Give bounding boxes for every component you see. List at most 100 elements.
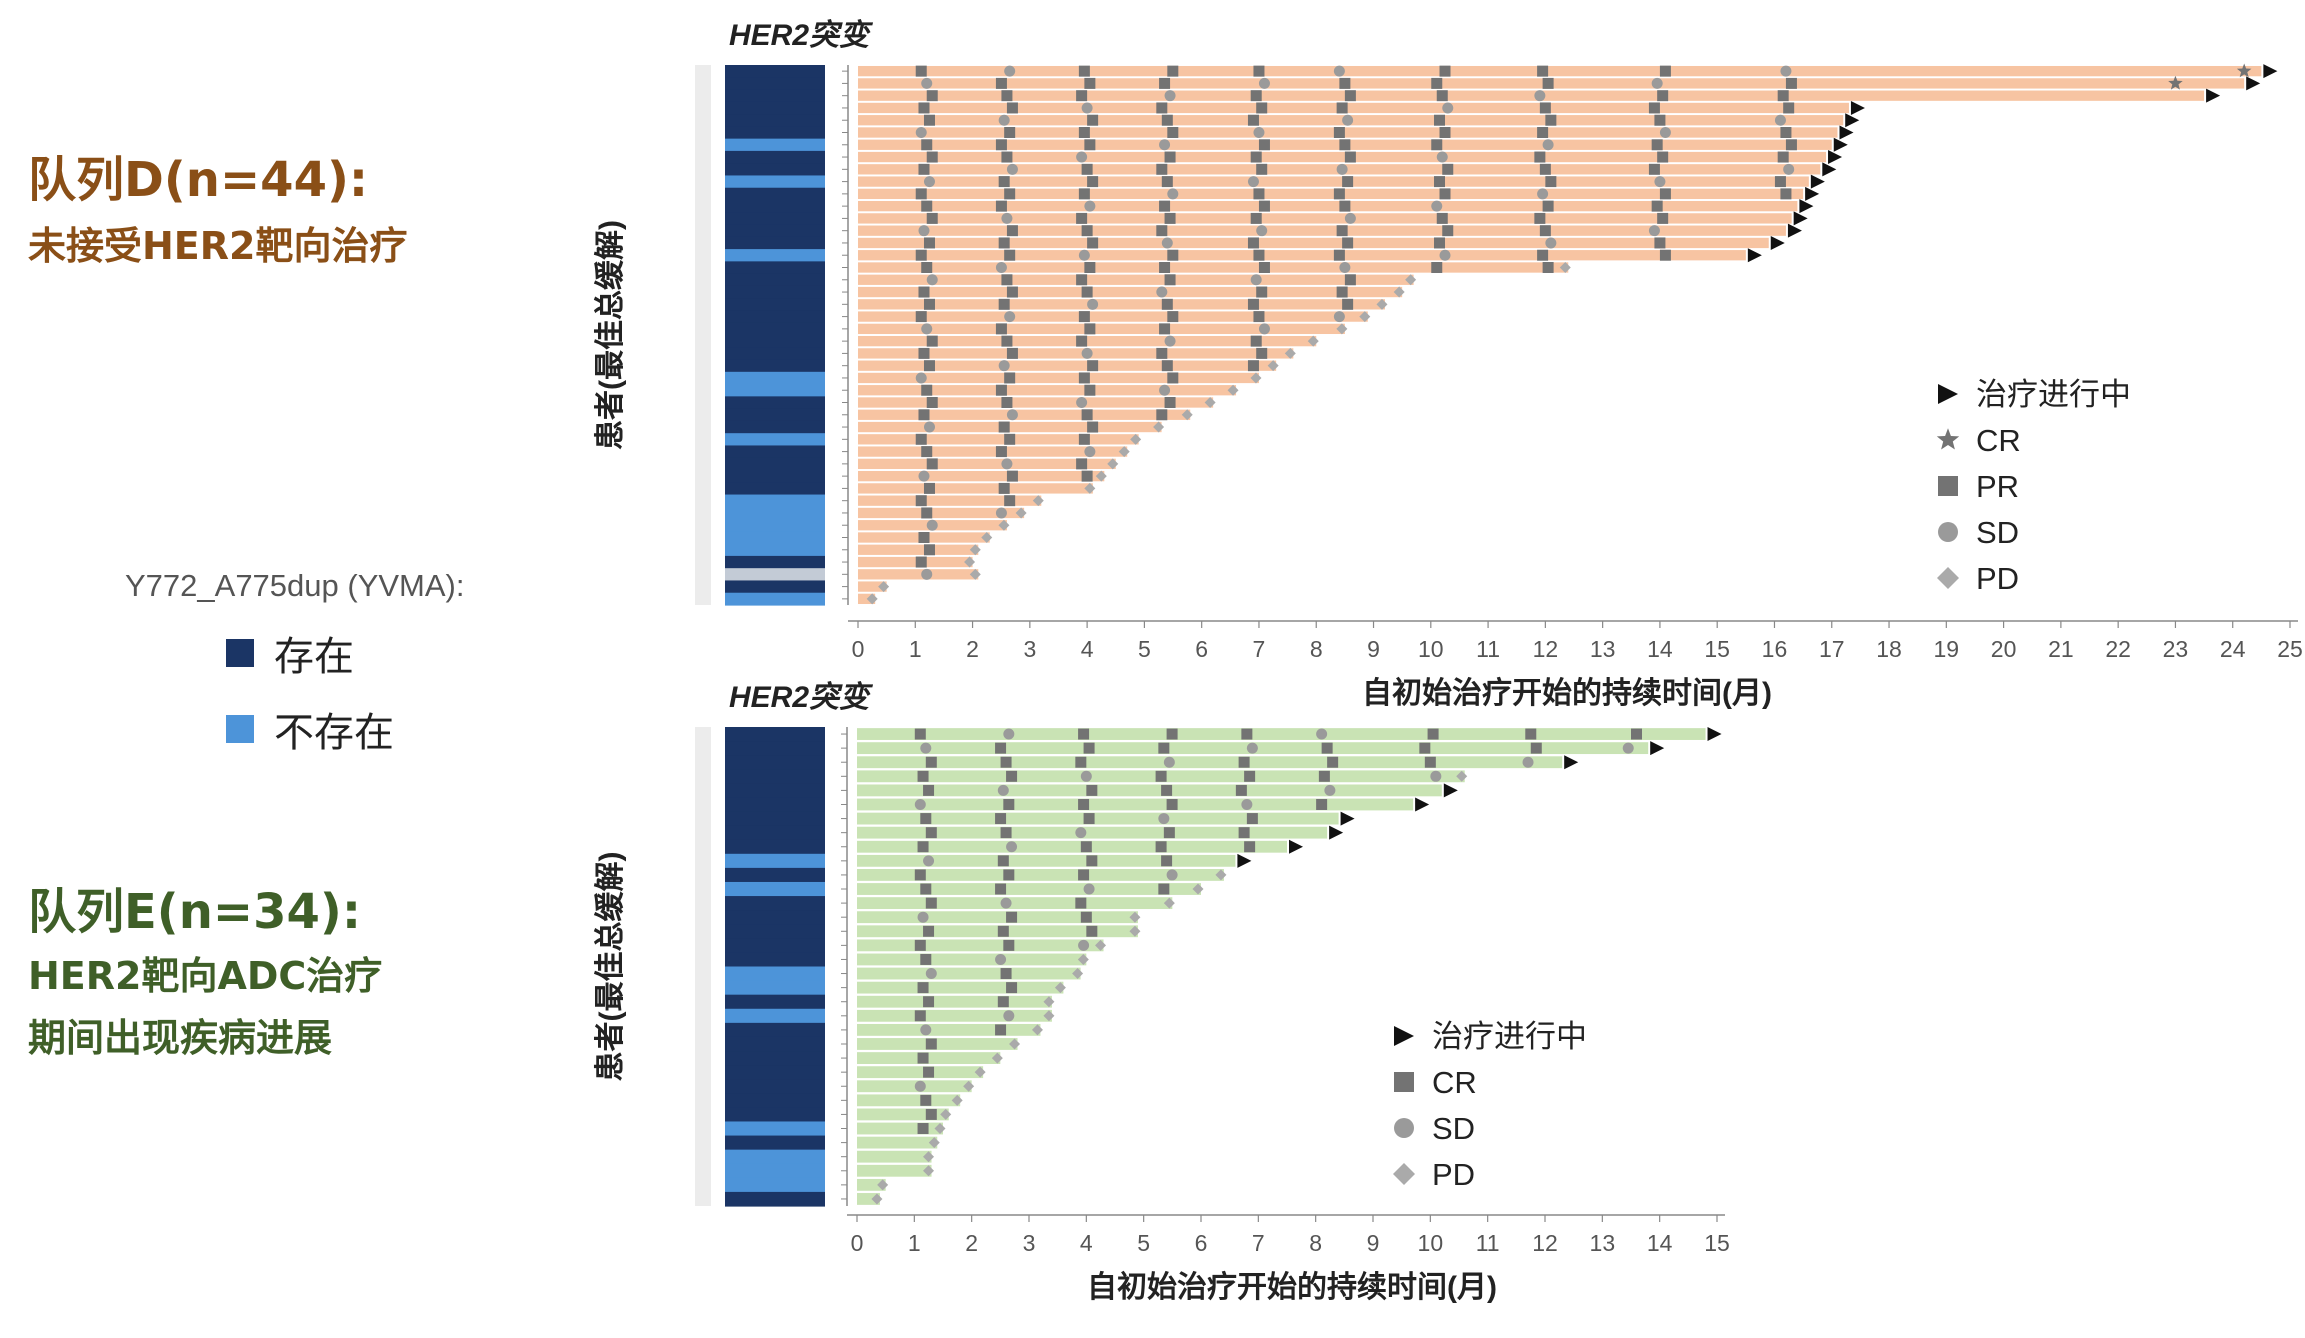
strip-title: HER2突变: [729, 680, 874, 714]
progression-marker: [991, 1052, 1003, 1064]
patient-bar: [858, 372, 1259, 384]
mutation-cell: [725, 285, 825, 299]
mutation-legend-absent: 不存在: [226, 700, 394, 758]
sd-marker: [1783, 163, 1795, 175]
patient-bar: [858, 188, 1804, 200]
patient-bar: [857, 925, 1138, 938]
response-marker: [1777, 151, 1789, 163]
progression-marker: [1032, 495, 1044, 507]
ongoing-arrow-icon: [1237, 853, 1252, 868]
x-tick-label: 19: [1934, 636, 1960, 662]
sd-marker: [914, 798, 926, 810]
response-marker: [1081, 409, 1093, 421]
response-marker: [1250, 90, 1262, 102]
mutation-cell: [725, 853, 825, 869]
mutation-cell: [725, 126, 825, 140]
response-marker: [1333, 127, 1345, 138]
progression-marker: [928, 1137, 940, 1149]
response-marker: [1158, 883, 1170, 895]
progression-marker: [1284, 347, 1296, 359]
sd-marker: [1774, 114, 1786, 126]
x-tick-label: 7: [1253, 636, 1266, 662]
patient-bar: [857, 798, 1414, 811]
sd-marker: [995, 507, 1007, 519]
response-marker: [1339, 77, 1351, 89]
response-marker: [1001, 151, 1013, 163]
response-marker: [1534, 151, 1546, 163]
response-marker: [997, 925, 1009, 937]
mutation-cell: [725, 335, 825, 348]
ongoing-arrow-icon: [1707, 727, 1722, 742]
progression-marker: [974, 1066, 986, 1078]
mutation-cell: [725, 555, 825, 569]
response-marker: [1078, 311, 1090, 323]
response-marker: [1654, 237, 1666, 249]
mutation-cell: [725, 755, 825, 770]
response-marker: [1342, 298, 1354, 310]
x-tick-label: 0: [851, 1230, 864, 1256]
legend-item: SD: [1394, 1111, 1475, 1146]
response-marker: [1167, 127, 1179, 138]
response-marker: [914, 728, 926, 740]
legend-label: 治疗进行中: [1432, 1019, 1587, 1054]
mutation-cell: [725, 236, 825, 250]
response-marker: [1785, 77, 1797, 89]
ongoing-arrow-icon: [1415, 797, 1430, 812]
mutation-cell: [725, 310, 825, 324]
response-marker: [1327, 756, 1339, 768]
mutation-cell: [725, 910, 825, 925]
mutation-cell: [725, 420, 825, 434]
response-marker: [1076, 335, 1088, 347]
response-marker: [1774, 176, 1786, 188]
response-marker: [917, 982, 929, 994]
mutation-cell: [725, 519, 825, 532]
response-marker: [1081, 225, 1093, 237]
response-marker: [1318, 770, 1330, 782]
response-marker: [1436, 212, 1448, 224]
square-legend-icon: [1938, 476, 1958, 496]
progression-marker: [1359, 311, 1371, 323]
progression-marker: [871, 1193, 883, 1205]
response-marker: [1336, 225, 1348, 237]
sd-marker: [1648, 225, 1660, 237]
response-marker: [1167, 65, 1179, 77]
response-marker: [926, 212, 938, 224]
sd-marker: [920, 742, 932, 754]
response-marker: [1083, 742, 1095, 754]
patient-bar: [858, 569, 979, 580]
progression-marker: [1163, 897, 1175, 909]
patient-bar: [858, 225, 1786, 236]
mutation-cell: [725, 1107, 825, 1123]
x-tick-label: 9: [1367, 1230, 1380, 1256]
progression-marker: [1095, 470, 1107, 482]
response-marker: [1342, 176, 1354, 188]
response-marker: [1006, 225, 1018, 237]
response-marker: [925, 827, 937, 839]
response-marker: [1164, 274, 1176, 286]
cohort-e-subtitle-line2: 期间出现疾病进展: [28, 1016, 333, 1060]
response-marker: [1006, 102, 1018, 114]
x-tick-label: 2: [966, 636, 979, 662]
x-tick-label: 4: [1080, 1230, 1093, 1256]
legend-item: 治疗进行中: [1394, 1019, 1587, 1054]
progression-marker: [1456, 770, 1468, 782]
ongoing-arrow-icon: [1833, 137, 1848, 152]
patient-bar: [857, 883, 1201, 895]
patient-bar: [858, 397, 1214, 408]
patient-bar: [858, 446, 1128, 457]
ongoing-arrow-icon: [1810, 174, 1825, 189]
response-marker: [1631, 728, 1643, 740]
response-marker: [1156, 225, 1168, 237]
legend-item: CR: [1394, 1065, 1477, 1100]
patient-bar: [858, 470, 1105, 482]
response-marker: [1164, 212, 1176, 224]
sd-marker: [1075, 827, 1087, 839]
mutation-cell: [725, 811, 825, 827]
sd-marker: [918, 225, 930, 237]
response-marker: [1344, 90, 1356, 102]
response-marker: [1258, 200, 1270, 212]
patient-bar: [857, 1052, 1001, 1064]
mutation-legend-absent-label: 不存在: [274, 710, 394, 756]
response-marker: [1339, 139, 1351, 151]
